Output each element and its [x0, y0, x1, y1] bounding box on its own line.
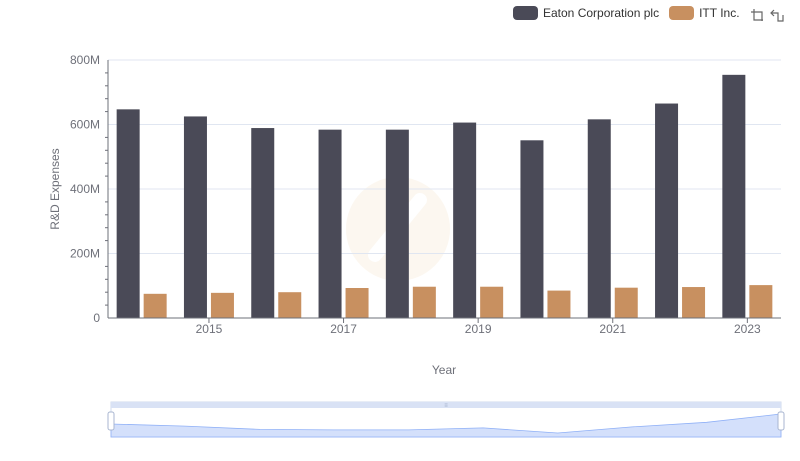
y-tick-label: 800M	[70, 53, 100, 67]
legend-label-itt: ITT Inc.	[699, 6, 740, 20]
legend-label-eaton: Eaton Corporation plc	[543, 6, 660, 20]
chart-legend: Eaton Corporation plc ITT Inc.	[513, 4, 750, 22]
y-axis: 0 200M 400M 600M 800M	[70, 53, 109, 325]
data-zoom-slider[interactable]: ≡	[107, 401, 785, 438]
data-zoom-grip-icon[interactable]: ≡	[444, 403, 448, 409]
bar-itt-2014[interactable]	[143, 293, 167, 318]
x-tick-label: 2015	[196, 322, 223, 336]
data-zoom-left-handle[interactable]	[107, 411, 115, 431]
x-axis-label: Year	[432, 363, 456, 377]
y-tick-label: 400M	[70, 182, 100, 196]
bar-itt-2020[interactable]	[547, 290, 571, 318]
bar-itt-2023[interactable]	[749, 285, 773, 318]
x-axis: 2015 2017 2019 2021 2023	[108, 317, 781, 336]
bar-itt-2019[interactable]	[480, 286, 504, 318]
bar-itt-2021[interactable]	[614, 287, 638, 318]
bar-eaton-2022[interactable]	[655, 103, 679, 318]
bar-eaton-2016[interactable]	[251, 128, 275, 318]
bar-itt-2017[interactable]	[345, 288, 369, 318]
zoom-reset-icon[interactable]	[768, 6, 786, 24]
bar-eaton-2018[interactable]	[385, 129, 409, 318]
y-tick-label: 600M	[70, 118, 100, 132]
legend-item-itt[interactable]: ITT Inc.	[669, 6, 740, 20]
x-tick-label: 2023	[734, 322, 761, 336]
bar-eaton-2015[interactable]	[183, 116, 207, 318]
bar-eaton-2023[interactable]	[722, 74, 746, 319]
bar-series	[116, 74, 773, 319]
y-tick-label: 200M	[70, 247, 100, 261]
bar-eaton-2014[interactable]	[116, 109, 140, 318]
bar-eaton-2021[interactable]	[587, 119, 611, 318]
y-axis-minor-ticks	[105, 72, 108, 306]
x-tick-label: 2021	[599, 322, 626, 336]
bar-eaton-2019[interactable]	[453, 122, 477, 318]
legend-swatch-itt	[669, 6, 695, 20]
x-tick-label: 2017	[330, 322, 357, 336]
data-zoom-right-handle[interactable]	[777, 411, 785, 431]
bar-itt-2015[interactable]	[210, 292, 234, 318]
bar-itt-2022[interactable]	[682, 287, 706, 318]
chart-toolbox	[746, 6, 786, 24]
legend-swatch-eaton	[513, 6, 538, 20]
y-tick-label: 0	[93, 311, 100, 325]
x-tick-label: 2019	[465, 322, 492, 336]
bar-eaton-2017[interactable]	[318, 129, 342, 318]
y-axis-label: R&D Expenses	[48, 148, 62, 229]
legend-item-eaton[interactable]: Eaton Corporation plc	[513, 6, 659, 20]
bar-eaton-2020[interactable]	[520, 140, 544, 318]
data-zoom-bar[interactable]	[111, 402, 781, 408]
zoom-icon[interactable]	[748, 6, 766, 24]
bar-itt-2016[interactable]	[278, 292, 302, 318]
bar-itt-2018[interactable]	[412, 286, 436, 318]
